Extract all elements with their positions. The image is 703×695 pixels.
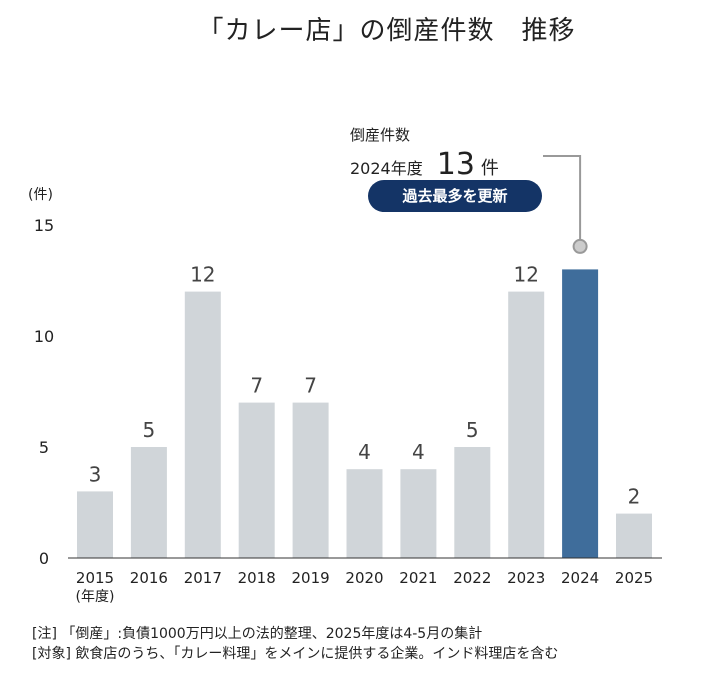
record-badge: 過去最多を更新 — [368, 180, 542, 212]
callout-marker — [572, 238, 588, 254]
data-label: 12 — [513, 263, 538, 287]
data-label: 7 — [304, 374, 317, 398]
scope-line: [対象] 飲食店のうち、「カレー料理」をメインに提供する企業。インド料理店を含む — [32, 646, 559, 662]
bar-2021 — [400, 469, 437, 558]
callout-year: 2024年度 — [350, 159, 423, 178]
y-tick-label: 15 — [34, 216, 54, 235]
y-tick-label: 5 — [39, 438, 49, 457]
x-tick-label: 2017 — [184, 569, 222, 587]
x-tick-label: 2025 — [615, 569, 653, 587]
bar-2025 — [616, 513, 652, 558]
bar-2017 — [184, 291, 221, 558]
bar-2024 — [562, 269, 599, 558]
x-tick-label: 2021 — [399, 569, 437, 587]
bar-2018 — [238, 402, 275, 558]
bar-2023 — [508, 291, 545, 558]
note-line: [注] 「倒産」:負債1000万円以上の法的整理、2025年度は4-5月の集計 — [32, 626, 483, 642]
callout: 倒産件数 2024年度 13 件 — [350, 124, 499, 182]
notes: [注] 「倒産」:負債1000万円以上の法的整理、2025年度は4-5月の集計 … — [32, 624, 558, 664]
bar-2020 — [346, 469, 383, 558]
bar-2015 — [77, 491, 113, 558]
x-tick-label: 2015 — [76, 569, 114, 587]
bar-2022 — [454, 447, 491, 558]
y-tick-label: 0 — [39, 549, 49, 568]
data-label: 5 — [143, 418, 156, 442]
bar-2019 — [292, 402, 329, 558]
x-tick-label: 2019 — [292, 569, 330, 587]
x-tick-label: 2024 — [561, 569, 599, 587]
data-label: 4 — [412, 440, 425, 464]
bar-2016 — [130, 447, 167, 558]
x-tick-label: 2020 — [345, 569, 383, 587]
y-tick-label: 10 — [34, 327, 54, 346]
x-tick-label: 2018 — [238, 569, 276, 587]
callout-label: 倒産件数 — [350, 126, 411, 144]
x-tick-label: 2023 — [507, 569, 545, 587]
data-label: 2 — [628, 485, 641, 509]
callout-value: 13 — [436, 147, 475, 182]
data-label: 12 — [190, 263, 215, 287]
data-label: 3 — [89, 462, 102, 486]
chart-title: 「カレー店」の倒産件数 推移 — [197, 16, 576, 46]
data-label: 5 — [466, 418, 479, 442]
y-axis-unit: (件) — [28, 187, 53, 203]
x-axis-label: (年度) — [76, 589, 115, 605]
callout-leader-line — [543, 155, 582, 247]
data-label: 4 — [358, 440, 371, 464]
callout-unit: 件 — [480, 158, 499, 179]
x-tick-label: 2022 — [453, 569, 491, 587]
data-label: 7 — [250, 374, 263, 398]
x-tick-label: 2016 — [130, 569, 168, 587]
